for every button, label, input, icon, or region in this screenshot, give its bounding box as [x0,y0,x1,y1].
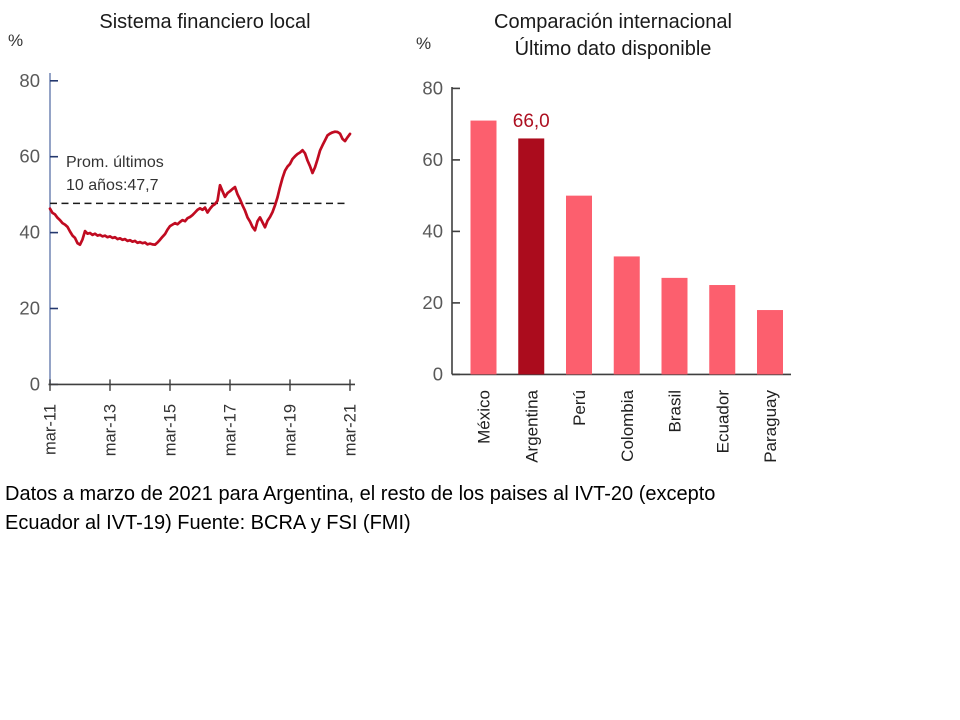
y-tick-label: 40 [422,220,443,241]
category-label: Argentina [522,389,541,462]
right-chart-unit-label: % [416,34,432,53]
highlight-value-label: 66,0 [513,111,550,132]
y-tick-label: 60 [422,149,443,170]
left-chart-title: Sistema financiero local [99,11,311,33]
bar-colombia [613,256,640,375]
local-financial-system-line-chart: 0 20 40 60 80 mar-11 mar-13 mar-15 mar-17 mar-19 m… [19,70,360,456]
left-chart-unit-label: % [8,31,24,50]
category-label: Paraguay [761,390,780,463]
y-tick-label: 80 [422,77,443,98]
source-note-line2: Ecuador al IVT-19) Fuente: BCRA y FSI (F… [5,511,411,534]
y-tick-label: 40 [19,222,40,243]
y-tick-label: 0 [30,373,40,394]
y-tick-label: 20 [19,298,40,319]
x-tick-label: mar-15 [162,404,180,456]
average-annotation-line2: 10 años:47,7 [66,177,159,194]
series-line [48,130,352,247]
bar-brasil [661,277,688,375]
category-label: México [475,390,494,444]
x-tick-label: mar-13 [102,404,120,456]
right-chart-title-line1: Comparación internacional [494,11,732,33]
category-label: Colombia [618,389,637,461]
category-label: Brasil [666,390,685,433]
right-chart-title: Comparación internacional Último dato di… [440,9,786,63]
y-tick-label: 0 [433,363,443,384]
bar-paraguay [757,310,783,375]
x-tick-label: mar-21 [342,404,360,456]
bar-argentina [518,138,545,375]
bar-perú [566,195,592,375]
y-tick-label: 60 [19,146,40,167]
source-note: Datos a marzo de 2021 para Argentina, el… [5,480,825,537]
right-chart-title-line2: Último dato disponible [514,38,712,60]
x-tick-label: mar-11 [42,404,60,455]
average-annotation: Prom. últimos 10 años:47,7 [66,151,164,197]
bar-ecuador [709,285,736,375]
bar-méxico [470,120,497,375]
category-label: Ecuador [713,390,732,454]
y-tick-label: 80 [19,70,40,91]
international-comparison-bar-chart: 0 20 40 60 80 México Argentina 66,0 Perú Colombia… [422,77,791,463]
x-tick-label: mar-19 [282,404,300,456]
x-tick-label: mar-17 [222,404,240,456]
y-tick-label: 20 [422,292,443,313]
source-note-line1: Datos a marzo de 2021 para Argentina, el… [5,483,716,505]
average-annotation-line1: Prom. últimos [66,154,164,171]
category-label: Perú [570,390,589,426]
